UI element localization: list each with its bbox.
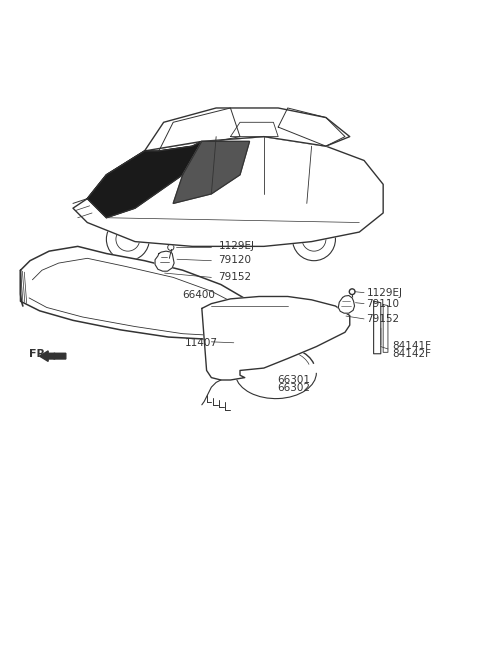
Polygon shape xyxy=(87,141,202,217)
Circle shape xyxy=(351,290,354,293)
Polygon shape xyxy=(202,297,350,380)
Text: 66302: 66302 xyxy=(277,383,310,393)
FancyArrow shape xyxy=(39,351,66,362)
Polygon shape xyxy=(144,108,350,151)
Circle shape xyxy=(341,314,344,317)
Text: 84142F: 84142F xyxy=(392,349,431,359)
Text: 1129EJ: 1129EJ xyxy=(366,288,402,297)
Circle shape xyxy=(169,246,173,250)
Circle shape xyxy=(235,341,240,345)
Polygon shape xyxy=(383,305,388,352)
Text: 79110: 79110 xyxy=(366,299,399,309)
Circle shape xyxy=(339,312,345,318)
Text: 1129EJ: 1129EJ xyxy=(218,242,254,252)
Text: FR.: FR. xyxy=(29,348,49,359)
Circle shape xyxy=(237,342,239,344)
Circle shape xyxy=(349,289,355,295)
Text: 79120: 79120 xyxy=(218,255,252,265)
Polygon shape xyxy=(173,141,250,204)
Circle shape xyxy=(158,272,161,274)
Polygon shape xyxy=(338,295,355,313)
Text: 84141F: 84141F xyxy=(392,341,431,350)
Polygon shape xyxy=(155,251,174,271)
Polygon shape xyxy=(373,301,381,354)
Text: 79152: 79152 xyxy=(218,272,252,282)
Circle shape xyxy=(157,271,163,276)
Circle shape xyxy=(234,339,241,346)
Text: 11407: 11407 xyxy=(185,338,218,348)
Text: 66301: 66301 xyxy=(277,375,310,385)
Circle shape xyxy=(168,244,174,250)
Text: 79152: 79152 xyxy=(366,314,399,324)
Text: 66400: 66400 xyxy=(183,290,216,300)
Polygon shape xyxy=(21,246,269,339)
Polygon shape xyxy=(73,137,383,246)
